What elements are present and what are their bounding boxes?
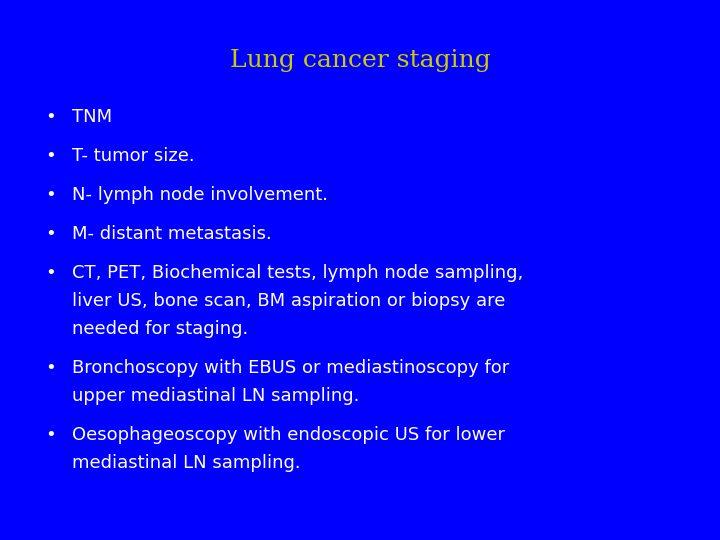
Text: needed for staging.: needed for staging. <box>72 320 248 338</box>
Text: Bronchoscopy with EBUS or mediastinoscopy for: Bronchoscopy with EBUS or mediastinoscop… <box>72 359 509 376</box>
Text: Lung cancer staging: Lung cancer staging <box>230 49 490 72</box>
Text: •: • <box>45 426 55 443</box>
Text: TNM: TNM <box>72 108 112 126</box>
Text: •: • <box>45 186 55 204</box>
Text: •: • <box>45 264 55 281</box>
Text: Oesophageoscopy with endoscopic US for lower: Oesophageoscopy with endoscopic US for l… <box>72 426 505 443</box>
Text: •: • <box>45 359 55 376</box>
Text: CT, PET, Biochemical tests, lymph node sampling,: CT, PET, Biochemical tests, lymph node s… <box>72 264 523 281</box>
Text: liver US, bone scan, BM aspiration or biopsy are: liver US, bone scan, BM aspiration or bi… <box>72 292 505 309</box>
Text: •: • <box>45 108 55 126</box>
Text: upper mediastinal LN sampling.: upper mediastinal LN sampling. <box>72 387 359 404</box>
Text: M- distant metastasis.: M- distant metastasis. <box>72 225 271 242</box>
Text: •: • <box>45 147 55 165</box>
Text: T- tumor size.: T- tumor size. <box>72 147 194 165</box>
Text: N- lymph node involvement.: N- lymph node involvement. <box>72 186 328 204</box>
Text: mediastinal LN sampling.: mediastinal LN sampling. <box>72 454 301 471</box>
Text: •: • <box>45 225 55 242</box>
